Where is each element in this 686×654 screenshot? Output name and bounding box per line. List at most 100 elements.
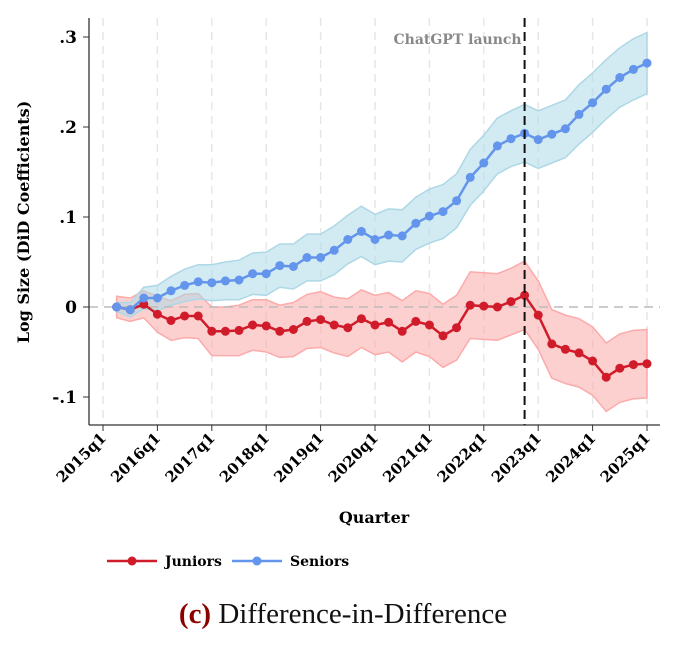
data-point-seniors	[261, 269, 271, 279]
data-point-seniors	[112, 302, 122, 312]
data-point-juniors	[193, 311, 203, 321]
data-point-seniors	[465, 172, 475, 182]
x-tick-label: 2015q1	[53, 429, 110, 486]
data-point-seniors	[615, 73, 625, 82]
data-point-juniors	[547, 339, 557, 349]
data-point-seniors	[628, 64, 638, 74]
data-point-juniors	[180, 311, 190, 321]
data-point-seniors	[492, 141, 502, 151]
data-point-seniors	[275, 261, 285, 271]
x-tick-label: 2025q1	[597, 429, 654, 486]
data-point-juniors	[302, 316, 312, 326]
data-point-seniors	[438, 207, 448, 217]
y-tick-label: 0	[65, 298, 77, 318]
data-point-juniors	[248, 320, 258, 330]
legend-marker-juniors	[127, 556, 137, 566]
data-point-seniors	[329, 245, 339, 255]
data-point-juniors	[533, 310, 543, 320]
data-point-seniors	[370, 235, 380, 244]
data-point-seniors	[207, 278, 217, 288]
data-point-seniors	[193, 277, 203, 287]
series-line-juniors	[116, 293, 648, 379]
data-point-seniors	[316, 253, 326, 262]
data-point-juniors	[139, 299, 149, 309]
x-tick-label: 2023q1	[488, 429, 545, 486]
data-point-juniors	[438, 331, 448, 341]
data-point-juniors	[479, 301, 489, 311]
legend-label-seniors: Seniors	[290, 554, 349, 570]
data-point-juniors	[152, 309, 162, 319]
ci-band-seniors	[115, 31, 648, 318]
data-point-seniors	[533, 135, 543, 145]
x-tick-label: 2018q1	[216, 429, 273, 486]
data-point-seniors	[166, 286, 176, 296]
data-point-seniors	[234, 275, 244, 285]
data-point-seniors	[384, 230, 394, 240]
data-point-seniors	[601, 84, 611, 94]
legend-marker-seniors	[252, 556, 262, 566]
data-point-seniors	[356, 226, 366, 236]
data-point-juniors	[452, 323, 462, 333]
data-point-seniors	[180, 280, 190, 290]
data-point-seniors	[220, 276, 230, 286]
data-point-juniors	[356, 314, 366, 324]
data-point-juniors	[220, 326, 230, 336]
data-point-seniors	[642, 58, 652, 68]
did-chart: ChatGPT launch .3 .2 .1 0 -.1 2015q12016q12017…	[14, 18, 660, 570]
x-tick-label: 2021q1	[379, 429, 436, 486]
x-axis-label: Quarter	[339, 508, 410, 527]
data-point-juniors	[560, 344, 570, 354]
data-point-juniors	[384, 317, 394, 327]
data-point-juniors	[288, 325, 298, 334]
x-tick-label: 2022q1	[434, 429, 491, 486]
data-point-juniors	[370, 320, 380, 330]
y-tick-label: .3	[59, 28, 77, 48]
data-point-seniors	[248, 269, 258, 279]
data-point-seniors	[152, 293, 162, 303]
data-point-juniors	[492, 302, 502, 312]
data-point-seniors	[547, 129, 557, 139]
legend-label-juniors: Juniors	[163, 554, 222, 570]
series-line-seniors	[116, 61, 648, 312]
data-point-juniors	[207, 326, 217, 336]
annotation-label: ChatGPT launch	[394, 32, 522, 48]
data-point-seniors	[139, 293, 149, 303]
data-point-seniors	[506, 134, 516, 144]
y-tick-label: .2	[59, 118, 77, 138]
x-tick-label: 2017q1	[162, 429, 219, 486]
x-tick-label: 2019q1	[270, 429, 327, 486]
data-point-seniors	[288, 262, 298, 271]
data-point-seniors	[574, 109, 584, 119]
data-point-juniors	[397, 326, 407, 336]
data-point-seniors	[588, 98, 598, 108]
y-axis-label: Log Size (DiD Coefficients)	[14, 101, 33, 344]
data-point-seniors	[560, 124, 570, 134]
data-point-juniors	[601, 372, 611, 382]
y-tick-label: -.1	[52, 388, 77, 408]
figure-caption: (c) Difference-in-Difference	[178, 598, 508, 630]
data-point-seniors	[411, 218, 421, 228]
x-tick-label: 2016q1	[107, 429, 164, 486]
data-point-juniors	[574, 348, 584, 358]
data-point-seniors	[452, 196, 462, 206]
data-point-seniors	[125, 305, 135, 315]
y-tick-label: .1	[59, 208, 77, 228]
data-point-seniors	[302, 253, 312, 262]
data-point-juniors	[506, 297, 516, 307]
data-point-juniors	[520, 290, 530, 300]
x-tick-label: 2020q1	[325, 429, 382, 486]
data-point-juniors	[316, 315, 326, 325]
data-point-juniors	[642, 359, 652, 369]
data-point-juniors	[343, 323, 353, 333]
data-point-juniors	[465, 300, 475, 310]
data-point-juniors	[166, 316, 176, 325]
data-point-juniors	[234, 325, 244, 335]
data-point-juniors	[628, 360, 638, 370]
data-point-juniors	[275, 326, 285, 336]
data-point-seniors	[397, 231, 407, 241]
data-point-juniors	[615, 363, 625, 373]
data-point-juniors	[588, 356, 598, 366]
data-point-juniors	[411, 316, 421, 326]
x-tick-label: 2024q1	[542, 429, 599, 486]
data-point-seniors	[479, 158, 489, 168]
